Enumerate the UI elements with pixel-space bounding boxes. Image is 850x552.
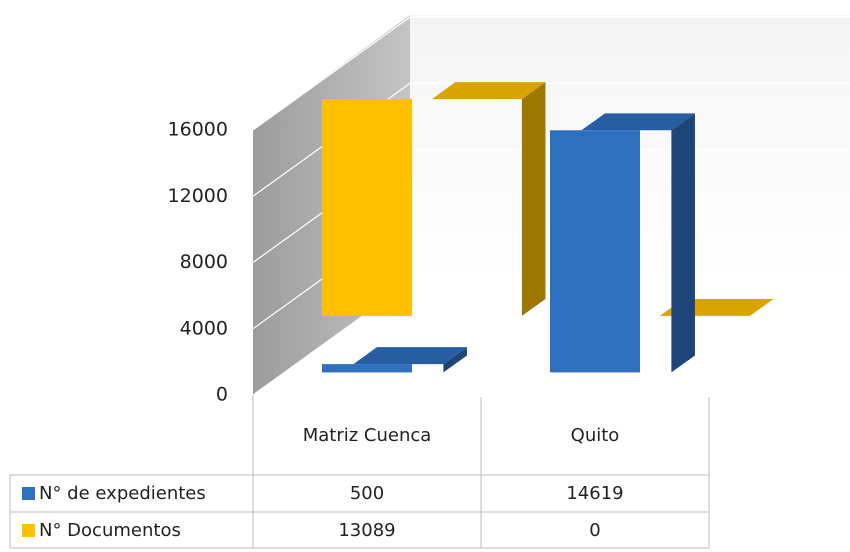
x-tick-label: Matriz Cuenca xyxy=(283,397,451,475)
bar-top xyxy=(581,113,695,131)
bar-side xyxy=(671,113,695,373)
bar xyxy=(550,130,640,373)
legend-label: N° Documentos xyxy=(10,512,253,549)
legend-text: N° Documentos xyxy=(39,519,181,541)
legend-icon xyxy=(22,487,35,500)
x-tick-label: Quito xyxy=(511,397,679,475)
data-value-text: 14619 xyxy=(566,482,624,504)
legend-icon xyxy=(22,524,35,537)
y-tick-label: 8000 xyxy=(180,251,228,273)
bar-top xyxy=(353,347,467,365)
bar-top xyxy=(431,82,546,100)
data-value-text: 0 xyxy=(589,519,601,541)
data-value-text: 500 xyxy=(349,482,385,504)
data-value: 500 xyxy=(253,475,481,512)
data-value: 14619 xyxy=(481,475,709,512)
data-value: 0 xyxy=(481,512,709,549)
bar-side xyxy=(443,347,467,373)
bar-side xyxy=(521,82,546,316)
y-tick-label: 0 xyxy=(216,384,228,406)
y-tick-label: 4000 xyxy=(180,317,228,339)
data-value: 13089 xyxy=(253,512,481,549)
x-tick-label-text: Quito xyxy=(570,425,620,446)
grid-line xyxy=(252,82,850,197)
y-tick-label: 16000 xyxy=(168,119,228,141)
bar xyxy=(322,364,412,373)
bar xyxy=(322,99,412,316)
grid-line xyxy=(252,16,850,131)
x-tick-label-text: Matriz Cuenca xyxy=(302,425,432,446)
legend-text: N° de expedientes xyxy=(39,482,206,504)
legend-label: N° de expedientes xyxy=(10,475,253,512)
data-value-text: 13089 xyxy=(338,519,396,541)
y-tick-label: 12000 xyxy=(168,185,228,207)
